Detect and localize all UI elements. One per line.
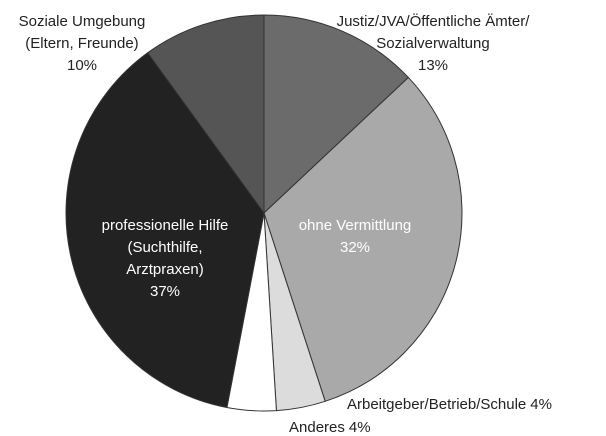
slice-label-name: Arztpraxen) [126,261,204,278]
slice-label-name: Anderes [289,419,345,436]
pie-slice [65,52,265,409]
slice-value-label: 32% [340,239,370,256]
pie-slice [263,14,410,215]
slice-label-name: (Eltern, Freunde) [25,35,138,52]
slice-label-name: (Suchthilfe, [127,239,202,256]
slice-value-label: 10% [67,57,97,74]
slice-label: Arbeitgeber/Betrieb/Schule 4% [347,396,552,413]
pie-slice [263,76,463,402]
slice-value-label: 13% [418,57,448,74]
slice-value-label: 37% [150,283,180,300]
slice-label-name: Soziale Umgebung [19,13,146,30]
slice-label-name: ohne Vermittlung [299,217,412,234]
slice-label-name: Arbeitgeber/Betrieb/Schule [347,396,526,413]
slice-label-name: Sozialverwaltung [376,35,489,52]
slice-label-name: Justiz/JVA/Öffentliche Ämter/ [337,12,531,30]
slice-label: Anderes 4% [289,419,371,436]
slice-value-label: 4% [530,396,552,413]
slice-label-name: professionelle Hilfe [102,217,229,234]
slice-value-label: 4% [349,419,371,436]
pie-slice [146,14,265,215]
